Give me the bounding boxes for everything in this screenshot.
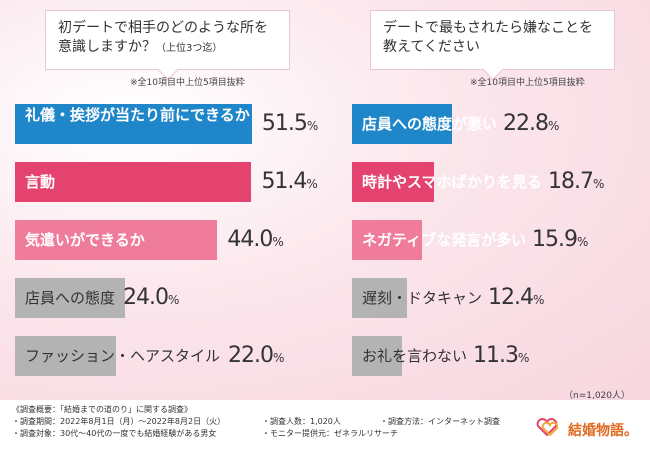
bar-0-4 xyxy=(15,336,117,376)
bar-1-0 xyxy=(352,104,453,144)
bar-label-0-1: 言動 xyxy=(25,173,56,191)
bar-label-0-4: ファッション・ヘアスタイル xyxy=(25,347,221,365)
bar-value-1-3: 12.4% xyxy=(488,285,544,310)
bar-value-1-4: 11.3% xyxy=(473,343,529,368)
sample-size: （n=1,020人） xyxy=(563,391,630,401)
bar-label-0-2: 気遣いができるか xyxy=(25,231,145,249)
bar-1-4 xyxy=(352,336,402,376)
bar-0-0 xyxy=(15,104,252,144)
question-box-right: デートで最もされたら嫌なことを教えてください xyxy=(370,10,615,70)
bar-label-0-0: 礼儀・挨拶が当たり前にできるか xyxy=(25,106,250,124)
bar-1-3 xyxy=(352,278,407,318)
bar-1-1 xyxy=(352,162,435,202)
bar-0-2 xyxy=(15,220,218,260)
bar-label-1-3: 遅刻・ドタキャン xyxy=(362,289,483,307)
bar-label-1-2: ネガティブな発言が多い xyxy=(362,231,527,249)
bar-value-1-0: 22.8% xyxy=(503,111,559,136)
footer-provider: ・モニター提供元：ゼネラルリサーチ xyxy=(262,429,398,438)
bar-value-0-2: 44.0% xyxy=(227,227,283,252)
bar-label-1-4: お礼を言わない xyxy=(362,347,468,365)
bar-label-1-1: 時計やスマホばかりを見る xyxy=(362,173,542,191)
footer-target: ・調査対象：30代～40代の一度でも結婚経験がある男女 xyxy=(12,429,217,438)
question-box-left: 初デートで相手のどのような所を意識しますか？（上位3つ迄） xyxy=(45,10,290,70)
question-left-text: 初デートで相手のどのような所を意識しますか？ xyxy=(58,20,268,55)
bar-value-0-0: 51.5% xyxy=(261,111,318,136)
question-right-text: デートで最もされたら嫌なことを教えてください xyxy=(383,20,593,55)
note-right: ※全10項目中上位5項目抜粋 xyxy=(470,78,585,88)
question-left-sub: （上位3つ迄） xyxy=(156,43,223,54)
bar-value-0-3: 24.0% xyxy=(123,285,179,310)
bar-value-1-2: 15.9% xyxy=(532,227,588,252)
note-left: ※全10項目中上位5項目抜粋 xyxy=(130,78,245,88)
bar-0-1 xyxy=(15,162,252,202)
footer-count: ・調査人数：1,020人 xyxy=(262,417,341,426)
bar-label-1-0: 店員への態度が悪い xyxy=(362,115,498,133)
bar-0-3 xyxy=(15,278,126,318)
footer-method: ・調査方法：インターネット調査 xyxy=(380,417,500,426)
bar-value-1-1: 18.7% xyxy=(548,169,604,194)
bar-1-2 xyxy=(352,220,422,260)
logo-text: 結婚物語。 xyxy=(568,423,638,439)
footer-title: 《調査概要：「結婚までの道のり」に関する調査》 xyxy=(12,405,192,414)
logo-heart-icon xyxy=(536,418,558,436)
footer-period: ・調査期間：2022年8月1日（月）～2022年8月2日（火） xyxy=(12,417,226,426)
footer: 《調査概要：「結婚までの道のり」に関する調査》 ・調査期間：2022年8月1日（… xyxy=(0,400,650,450)
bar-value-0-4: 22.0% xyxy=(228,343,284,368)
bar-label-0-3: 店員への態度 xyxy=(25,289,116,307)
bar-value-0-1: 51.4% xyxy=(261,169,317,194)
